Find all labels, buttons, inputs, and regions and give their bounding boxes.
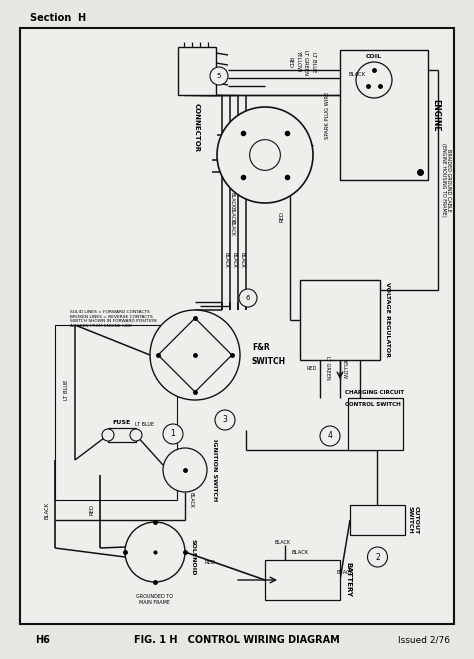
Bar: [55, 325, 177, 500]
Text: RED: RED: [280, 212, 284, 223]
Text: BLACK: BLACK: [229, 207, 235, 223]
Text: Section  H: Section H: [30, 13, 86, 23]
Text: LT BLUE: LT BLUE: [311, 52, 317, 72]
Circle shape: [125, 522, 185, 582]
Text: BLACK: BLACK: [189, 492, 193, 508]
Circle shape: [320, 426, 340, 446]
Text: CUTOUT
SWITCH: CUTOUT SWITCH: [408, 506, 419, 534]
Text: VOLTAGE REGULATOR: VOLTAGE REGULATOR: [385, 283, 391, 357]
Text: BLACK: BLACK: [337, 569, 354, 575]
Text: RED: RED: [307, 366, 317, 370]
Text: FUSE: FUSE: [113, 420, 131, 426]
Circle shape: [102, 429, 114, 441]
Text: CONTROL SWITCH: CONTROL SWITCH: [346, 401, 401, 407]
Text: SWITCH: SWITCH: [252, 357, 286, 366]
Text: RED: RED: [90, 505, 94, 515]
Text: BLACK: BLACK: [292, 550, 309, 554]
Text: BLACK: BLACK: [231, 252, 237, 268]
Text: BLACK: BLACK: [275, 540, 291, 544]
Text: 5: 5: [217, 73, 221, 79]
Text: LT BLUE: LT BLUE: [136, 422, 155, 428]
Text: BLACK: BLACK: [239, 252, 245, 268]
Text: GROUNDED TO
MAIN FRAME: GROUNDED TO MAIN FRAME: [137, 594, 173, 605]
Circle shape: [130, 429, 142, 441]
Text: 2: 2: [375, 552, 380, 561]
Text: BLACK: BLACK: [224, 252, 228, 268]
Text: COIL: COIL: [366, 55, 382, 59]
Text: 4: 4: [328, 432, 332, 440]
Text: H6: H6: [35, 635, 50, 645]
Text: LT GREEN: LT GREEN: [303, 49, 309, 74]
Circle shape: [163, 448, 207, 492]
Text: YELLOW: YELLOW: [295, 51, 301, 72]
Text: CONNECTOR: CONNECTOR: [194, 103, 200, 152]
Text: BATTERY: BATTERY: [345, 563, 351, 598]
Text: ENGINE: ENGINE: [431, 99, 440, 131]
Text: RED: RED: [288, 57, 292, 67]
Circle shape: [215, 410, 235, 430]
Circle shape: [163, 424, 183, 444]
Text: BLACK: BLACK: [45, 501, 49, 519]
Text: FIG. 1 H   CONTROL WIRING DIAGRAM: FIG. 1 H CONTROL WIRING DIAGRAM: [134, 635, 340, 645]
Bar: [300, 280, 380, 360]
Text: SPARK PLUG WIRE: SPARK PLUG WIRE: [326, 92, 330, 138]
Text: YELLOW: YELLOW: [343, 358, 347, 378]
Text: LT BLUE: LT BLUE: [64, 380, 70, 400]
Circle shape: [250, 140, 280, 171]
Text: SOLID LINES = FORWARD CONTACTS
BROKEN LINES = REVERSE CONTACTS
SWITCH SHOWN IN F: SOLID LINES = FORWARD CONTACTS BROKEN LI…: [70, 310, 156, 328]
Bar: [348, 398, 403, 450]
Text: BLACK: BLACK: [229, 192, 235, 208]
Text: BLACK: BLACK: [229, 220, 235, 236]
Circle shape: [356, 62, 392, 98]
Bar: [265, 560, 340, 600]
Text: 1: 1: [171, 430, 175, 438]
Bar: [178, 47, 216, 95]
Text: BLACK: BLACK: [348, 71, 365, 76]
Text: F&R: F&R: [252, 343, 270, 351]
Circle shape: [217, 107, 313, 203]
Bar: [108, 428, 136, 442]
Text: 6: 6: [246, 295, 250, 301]
Text: RED: RED: [205, 559, 216, 565]
Text: CHARGING CIRCUIT: CHARGING CIRCUIT: [346, 391, 405, 395]
Text: IGNITION SWITCH: IGNITION SWITCH: [212, 439, 218, 501]
Text: Issued 2/76: Issued 2/76: [398, 635, 450, 645]
Circle shape: [210, 67, 228, 85]
Text: BRAIDED GROUND CABLE
(ENGINE HOUSING TO FRAME): BRAIDED GROUND CABLE (ENGINE HOUSING TO …: [441, 143, 451, 217]
Circle shape: [367, 547, 388, 567]
Circle shape: [150, 310, 240, 400]
Text: LT GREEN: LT GREEN: [326, 356, 330, 380]
Text: 3: 3: [223, 416, 228, 424]
Text: SOLENOID: SOLENOID: [191, 539, 195, 575]
Circle shape: [239, 289, 257, 307]
Bar: [340, 50, 428, 180]
Bar: [350, 505, 405, 535]
